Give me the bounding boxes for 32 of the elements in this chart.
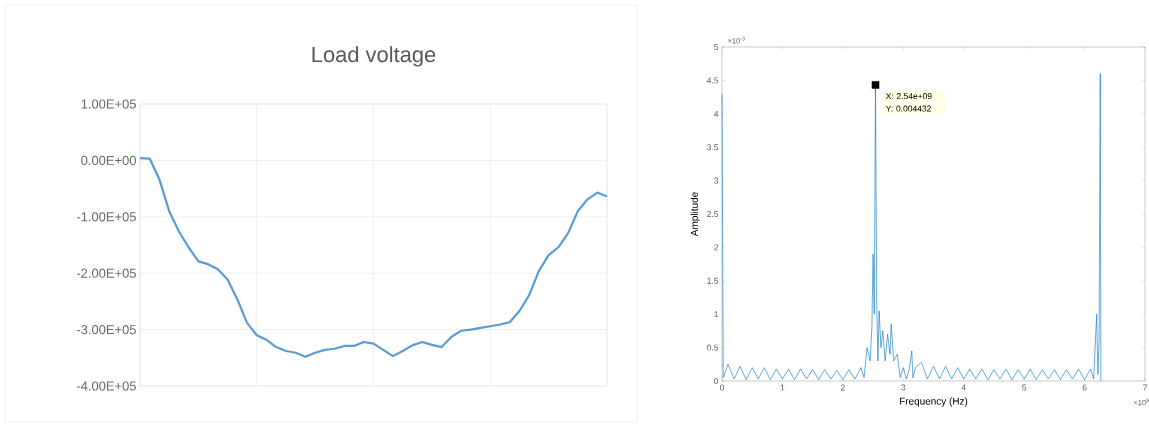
- y-tick-label: -3.00E+05: [76, 325, 136, 335]
- x-axis-title: Frequency (Hz): [900, 397, 968, 407]
- line-series: [721, 73, 1102, 382]
- y-tick-label: 1.00E+05: [81, 99, 136, 109]
- x-tick-label: 5: [1022, 384, 1027, 391]
- annotation: X: 2.54e+09: [885, 93, 932, 100]
- y-tick-label: 0.5: [707, 344, 719, 351]
- y-tick-label: 1: [714, 311, 719, 318]
- y-tick-label: 2.5: [707, 211, 719, 217]
- y-tick-label: -1.00E+05: [76, 212, 136, 222]
- x-tick-label: 7: [1143, 384, 1147, 391]
- y-tick-label: 1.5: [707, 277, 719, 284]
- y-tick-label: 0.00E+00: [81, 155, 136, 165]
- x-tick-label: 0: [719, 384, 725, 391]
- y-tick-label: -4.00E+05: [76, 381, 136, 391]
- x-tick-label: 3: [901, 384, 906, 391]
- x-tick-label: 1: [780, 384, 785, 391]
- x-tick-label: 2: [840, 384, 845, 391]
- annotation: Y: 0.004432: [885, 105, 931, 112]
- chart-title: Load voltage: [312, 46, 436, 67]
- y-tick-label: 2: [714, 244, 719, 251]
- line-series: [138, 157, 609, 358]
- y-tick-label: 3.5: [707, 144, 719, 151]
- y-tick-label: 4: [713, 110, 719, 117]
- y-tick-label: -2.00E+05: [76, 268, 136, 278]
- y-tick-label: 5: [714, 44, 719, 50]
- x-tick-label: 6: [1082, 384, 1087, 391]
- y-axis-title: Amplitude: [690, 192, 700, 237]
- x-tick-label: 4: [961, 384, 966, 391]
- y-tick-label: 4.5: [706, 77, 719, 84]
- y-tick-label: 0: [714, 378, 719, 384]
- y-tick-label: 3: [714, 177, 719, 184]
